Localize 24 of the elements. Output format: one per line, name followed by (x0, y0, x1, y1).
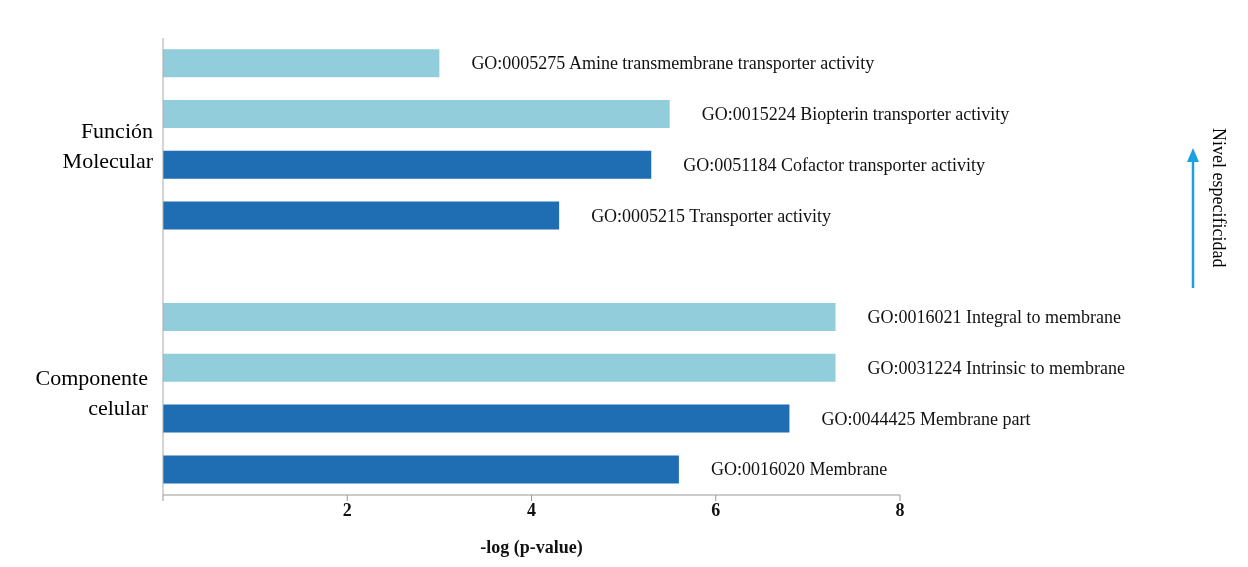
bar (163, 201, 560, 230)
y-tick-label: GO:0015224 Biopterin transporter activity (701, 103, 1010, 124)
x-tick-label: 8 (895, 499, 905, 520)
bar (163, 49, 440, 78)
y-tick-label: GO:0016020 Membrane (710, 459, 888, 480)
text: Componente celular (34, 364, 148, 423)
x-tick-label: 2 (342, 499, 352, 520)
y-tick-label: GO:0005215 Transporter activity (591, 205, 832, 226)
y-tick-label: GO:0031224 Intrinsic to membrane (867, 357, 1125, 378)
y-tick-label: GO:0016021 Integral to membrane (867, 307, 1121, 328)
y-tick-label: GO:0051184 Cofactor transporter activity (683, 154, 986, 175)
bar (163, 303, 836, 332)
bar (163, 404, 790, 433)
bar (163, 353, 836, 382)
y-tick-label: GO:0005275 Amine transmembrane transporter activity (471, 53, 875, 74)
bar (163, 150, 652, 179)
y-tick-label: GO:0044425 Membrane part (821, 408, 1031, 429)
x-axis-title: -log (p-value) (480, 537, 583, 558)
text: Función Molecular (61, 116, 153, 175)
x-tick-label: 4 (527, 499, 536, 520)
text: Nivel especificidad (1208, 128, 1229, 268)
bar (163, 99, 670, 128)
x-tick-label: 6 (711, 499, 721, 520)
bar (163, 455, 679, 484)
